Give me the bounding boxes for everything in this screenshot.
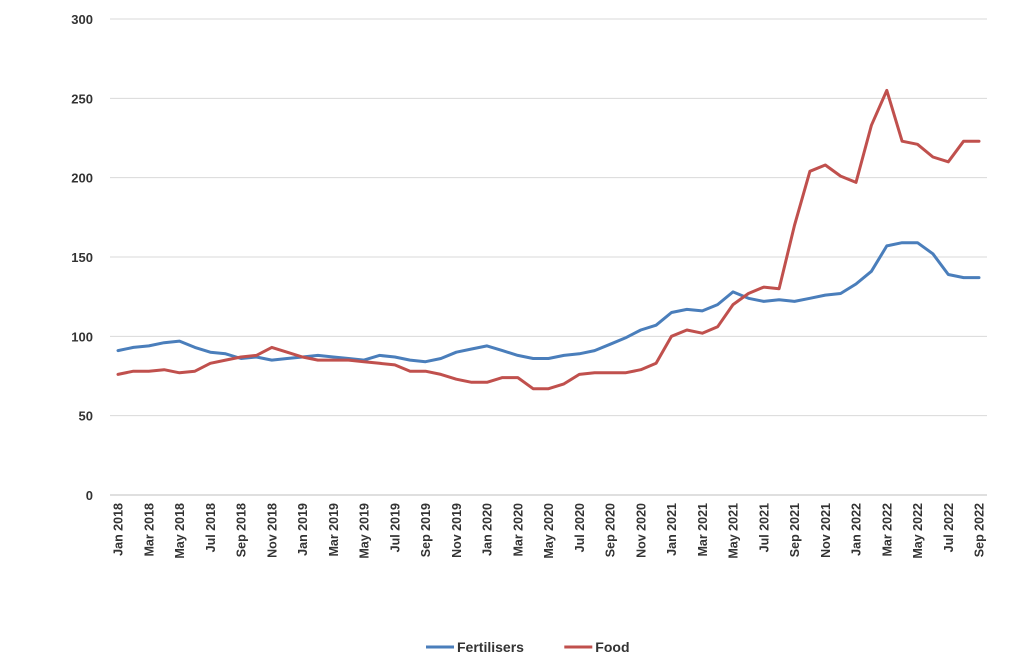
x-tick-label: Sep 2022 xyxy=(973,503,987,557)
legend: Fertilisers Food xyxy=(426,639,630,655)
x-tick-label: Mar 2021 xyxy=(696,503,710,557)
x-tick-label: May 2018 xyxy=(173,503,187,559)
x-tick-label: Sep 2019 xyxy=(419,503,433,557)
y-tick-label: 300 xyxy=(71,12,93,27)
x-tick-label: Jan 2021 xyxy=(665,503,679,556)
x-tick-label: Jan 2022 xyxy=(850,503,864,556)
x-tick-label: Nov 2021 xyxy=(819,503,833,558)
x-tick-label: Mar 2022 xyxy=(880,503,894,557)
legend-label-food: Food xyxy=(595,639,629,655)
x-tick-label: Sep 2021 xyxy=(788,503,802,557)
series-lines xyxy=(116,88,981,391)
x-tick-label: Nov 2020 xyxy=(634,503,648,558)
x-tick-label: Jul 2018 xyxy=(204,503,218,552)
x-tick-label: Jan 2020 xyxy=(481,503,495,556)
x-tick-label: Jan 2018 xyxy=(112,503,126,556)
x-tick-label: Jan 2019 xyxy=(296,503,310,556)
x-tick-label: Mar 2020 xyxy=(511,503,525,557)
x-tick-label: May 2020 xyxy=(542,503,556,559)
y-tick-label: 100 xyxy=(71,329,93,344)
x-tick-label: May 2019 xyxy=(358,503,372,559)
x-tick-label: Sep 2020 xyxy=(604,503,618,557)
gridlines xyxy=(110,18,987,496)
x-tick-label: Nov 2019 xyxy=(450,503,464,558)
y-tick-label: 200 xyxy=(71,171,93,186)
x-tick-label: Sep 2018 xyxy=(235,503,249,557)
x-tick-label: Mar 2019 xyxy=(327,503,341,557)
x-tick-label: Jul 2020 xyxy=(573,503,587,552)
x-tick-label: Jul 2021 xyxy=(757,503,771,552)
y-tick-label: 250 xyxy=(71,91,93,106)
x-tick-label: Jul 2019 xyxy=(388,503,402,552)
legend-label-fertilisers: Fertilisers xyxy=(457,639,524,655)
y-axis-ticks: 0 50 100 150 200 250 300 xyxy=(71,12,93,503)
y-tick-label: 50 xyxy=(79,409,93,424)
series-line-fertilisers xyxy=(116,241,981,364)
x-tick-label: May 2022 xyxy=(911,503,925,559)
series-line-food xyxy=(116,88,981,391)
y-tick-label: 150 xyxy=(71,250,93,265)
x-tick-label: Mar 2018 xyxy=(142,503,156,557)
x-tick-label: Nov 2018 xyxy=(265,503,279,558)
x-tick-label: Jul 2022 xyxy=(942,503,956,552)
x-tick-label: May 2021 xyxy=(727,503,741,559)
y-tick-label: 0 xyxy=(86,488,93,503)
x-axis-ticks: Jan 2018 Mar 2018 May 2018 Jul 2018 Sep 2018… xyxy=(112,503,987,559)
